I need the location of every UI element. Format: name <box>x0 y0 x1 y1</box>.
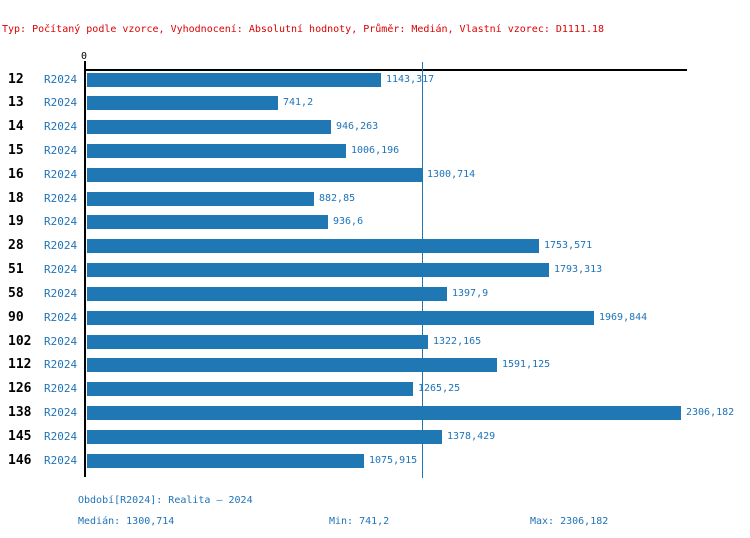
value-bar <box>87 311 594 325</box>
row-period-label: R2024 <box>44 263 78 276</box>
value-label: 1793,313 <box>554 264 603 275</box>
row-period-label: R2024 <box>44 382 78 395</box>
value-label: 1075,915 <box>369 455 418 466</box>
value-bar <box>87 144 346 158</box>
row-period-label: R2024 <box>44 168 78 181</box>
value-label: 1006,196 <box>351 145 400 156</box>
value-label: 1265,25 <box>418 383 461 394</box>
x-axis-zero-label: 0 <box>80 51 88 62</box>
value-label: 946,263 <box>336 121 379 132</box>
row-period-label: R2024 <box>44 335 78 348</box>
value-bar <box>87 239 539 253</box>
value-bar <box>87 358 497 372</box>
value-bar <box>87 335 428 349</box>
row-number-label: 13 <box>8 95 24 110</box>
row-period-label: R2024 <box>44 192 78 205</box>
formula-settings-text: Typ: Počítaný podle vzorce, Vyhodnocení:… <box>2 24 605 35</box>
row-number-label: 90 <box>8 310 24 325</box>
row-period-label: R2024 <box>44 239 78 252</box>
row-period-label: R2024 <box>44 430 78 443</box>
value-label: 1143,317 <box>386 74 435 85</box>
max-stat-label: Max: 2306,182 <box>530 516 609 527</box>
row-period-label: R2024 <box>44 454 78 467</box>
value-bar <box>87 406 681 420</box>
value-bar <box>87 287 447 301</box>
value-bar <box>87 192 314 206</box>
row-number-label: 126 <box>8 381 32 396</box>
row-period-label: R2024 <box>44 144 78 157</box>
row-period-label: R2024 <box>44 73 78 86</box>
min-stat-label: Min: 741,2 <box>329 516 390 527</box>
row-number-label: 12 <box>8 72 24 87</box>
row-number-label: 145 <box>8 429 32 444</box>
value-label: 1300,714 <box>427 169 476 180</box>
value-label: 2306,182 <box>686 407 735 418</box>
value-label: 936,6 <box>333 216 364 227</box>
row-number-label: 138 <box>8 405 32 420</box>
median-stat-label: Medián: 1300,714 <box>78 516 175 527</box>
value-bar <box>87 73 381 87</box>
row-period-label: R2024 <box>44 406 78 419</box>
period-label: Období[R2024]: Realita – 2024 <box>78 495 253 506</box>
x-axis-line <box>84 69 687 71</box>
value-label: 1753,571 <box>544 240 593 251</box>
value-label: 1969,844 <box>599 312 648 323</box>
row-number-label: 112 <box>8 357 32 372</box>
row-period-label: R2024 <box>44 358 78 371</box>
value-bar <box>87 454 364 468</box>
value-bar <box>87 96 278 110</box>
row-number-label: 18 <box>8 191 24 206</box>
value-label: 1397,9 <box>452 288 489 299</box>
value-bar <box>87 430 442 444</box>
row-number-label: 102 <box>8 334 32 349</box>
row-period-label: R2024 <box>44 311 78 324</box>
row-period-label: R2024 <box>44 96 78 109</box>
y-axis-line <box>84 61 86 477</box>
row-period-label: R2024 <box>44 120 78 133</box>
value-label: 1322,165 <box>433 336 482 347</box>
value-label: 1378,429 <box>447 431 496 442</box>
value-bar <box>87 120 331 134</box>
value-bar <box>87 263 549 277</box>
row-period-label: R2024 <box>44 215 78 228</box>
row-number-label: 16 <box>8 167 24 182</box>
row-number-label: 28 <box>8 238 24 253</box>
value-label: 882,85 <box>319 193 356 204</box>
row-number-label: 14 <box>8 119 24 134</box>
row-number-label: 51 <box>8 262 24 277</box>
value-label: 741,2 <box>283 97 314 108</box>
value-bar <box>87 215 328 229</box>
row-number-label: 19 <box>8 214 24 229</box>
row-number-label: 15 <box>8 143 24 158</box>
row-number-label: 146 <box>8 453 32 468</box>
row-period-label: R2024 <box>44 287 78 300</box>
row-number-label: 58 <box>8 286 24 301</box>
value-bar <box>87 168 422 182</box>
value-bar <box>87 382 413 396</box>
value-label: 1591,125 <box>502 359 551 370</box>
